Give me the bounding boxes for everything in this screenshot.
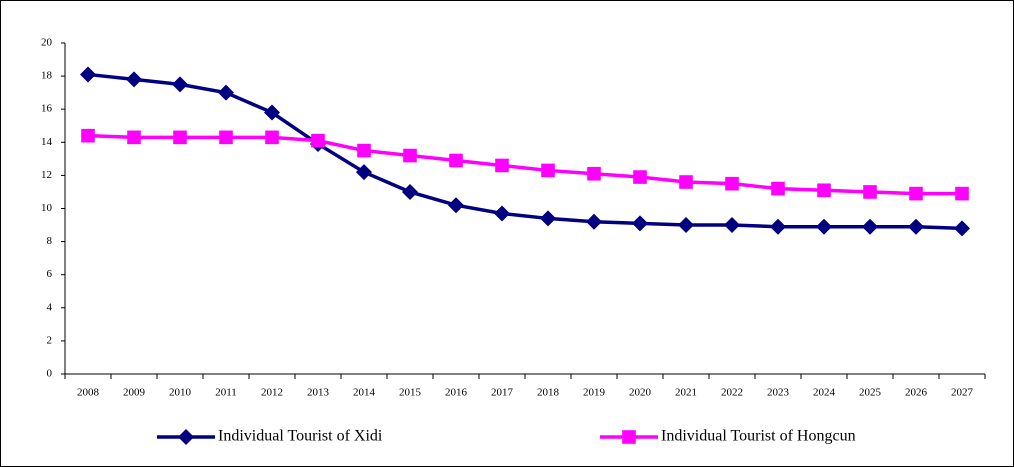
y-tick-label: 10 (41, 202, 53, 214)
marker (265, 130, 279, 145)
marker (541, 163, 555, 178)
marker (771, 181, 785, 196)
marker (817, 183, 831, 198)
marker (863, 185, 877, 199)
x-tick-label: 2022 (721, 387, 743, 399)
marker (586, 213, 602, 230)
legend-label: Individual Tourist of Xidi (218, 428, 383, 445)
x-tick-label: 2008 (77, 387, 100, 399)
marker (218, 84, 234, 101)
marker (587, 166, 601, 181)
marker (678, 217, 694, 234)
marker (449, 153, 463, 168)
marker (403, 148, 417, 163)
x-tick-label: 2009 (123, 387, 146, 399)
y-tick-label: 6 (47, 268, 53, 280)
series-line (87, 133, 962, 196)
marker (632, 215, 648, 232)
marker (448, 197, 464, 214)
x-tick-label: 2012 (261, 387, 283, 399)
marker (816, 218, 832, 235)
marker (540, 210, 556, 227)
y-tick-label: 16 (41, 103, 53, 115)
y-tick-label: 20 (41, 37, 53, 49)
marker (494, 205, 510, 222)
marker (219, 130, 233, 145)
marker (954, 220, 970, 237)
x-tick-label: 2019 (583, 387, 606, 399)
x-tick-label: 2015 (399, 387, 422, 399)
marker (311, 133, 325, 148)
marker (126, 71, 142, 88)
x-tick-label: 2014 (353, 387, 376, 399)
y-tick-label: 12 (41, 169, 52, 181)
marker (264, 104, 280, 121)
marker (173, 130, 187, 145)
x-tick-label: 2011 (215, 387, 237, 399)
x-tick-label: 2013 (307, 387, 330, 399)
marker (909, 186, 923, 201)
y-tick-label: 8 (47, 235, 53, 247)
marker (357, 143, 371, 158)
marker (862, 218, 878, 235)
x-tick-label: 2016 (445, 387, 468, 399)
x-tick-label: 2024 (813, 387, 836, 399)
y-tick-label: 14 (41, 136, 53, 148)
legend-marker (178, 429, 194, 445)
x-tick-label: 2020 (629, 387, 652, 399)
marker (80, 66, 96, 83)
y-tick-label: 4 (47, 301, 53, 313)
y-tick-label: 0 (47, 368, 53, 380)
x-tick-label: 2021 (675, 387, 697, 399)
marker (172, 76, 188, 93)
marker (81, 128, 95, 143)
marker (633, 170, 647, 184)
marker (356, 164, 372, 181)
marker (402, 183, 418, 200)
marker (908, 218, 924, 235)
marker (495, 158, 509, 173)
x-tick-label: 2025 (859, 387, 882, 399)
x-tick-label: 2027 (951, 387, 974, 399)
x-tick-label: 2023 (767, 387, 790, 399)
marker (725, 176, 739, 191)
marker (679, 175, 693, 189)
x-tick-label: 2026 (905, 387, 928, 399)
legend-marker (622, 430, 636, 444)
marker (770, 218, 786, 235)
x-tick-label: 2010 (169, 387, 192, 399)
marker (724, 217, 740, 234)
y-tick-label: 2 (47, 334, 53, 346)
x-tick-label: 2017 (491, 387, 514, 399)
legend-label: Individual Tourist of Hongcun (661, 428, 856, 445)
x-tick-label: 2018 (537, 387, 560, 399)
y-tick-label: 18 (41, 70, 53, 82)
marker (127, 130, 141, 145)
marker (955, 186, 969, 201)
